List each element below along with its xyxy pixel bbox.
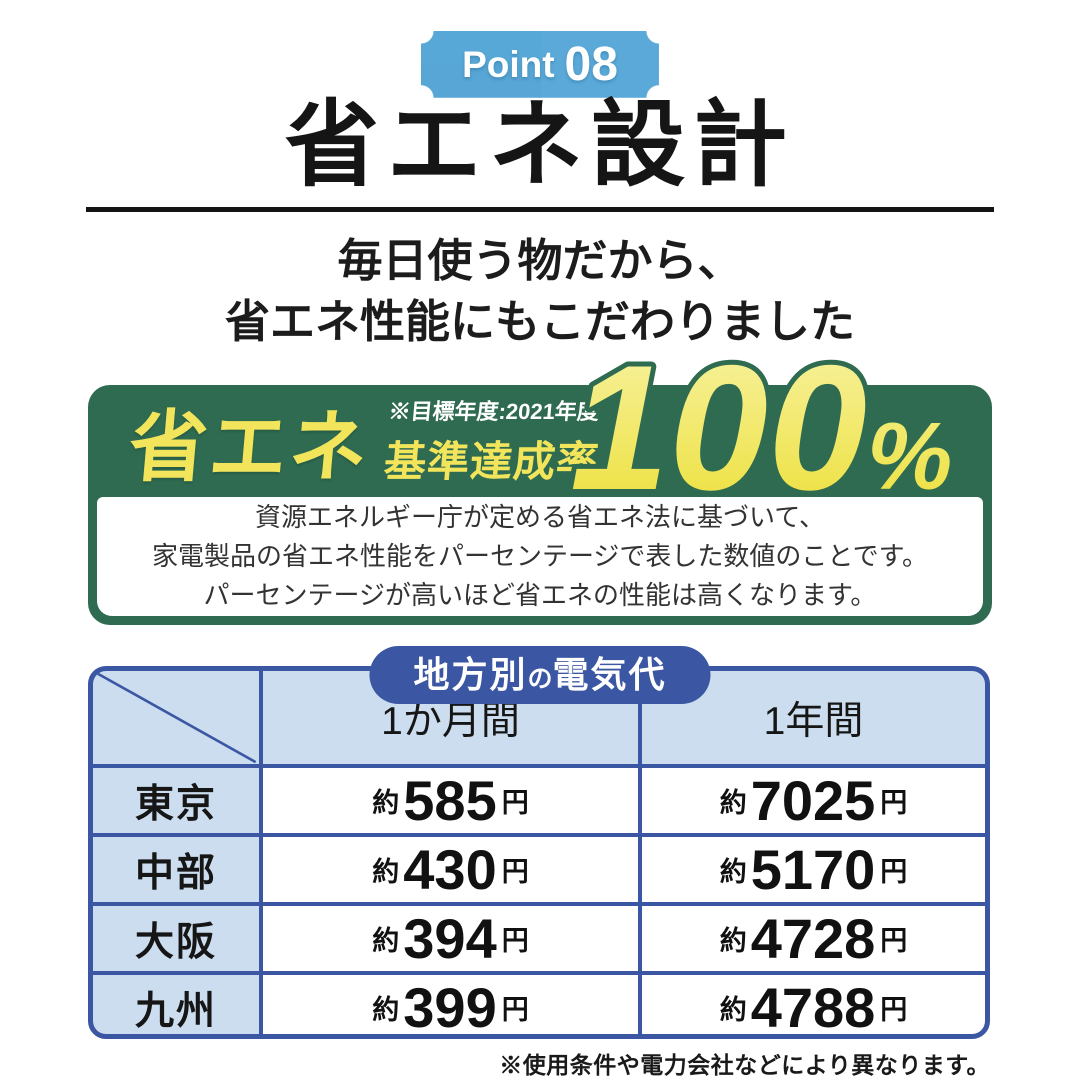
region-label-chubu: 中部 [93, 837, 259, 902]
approx-label: 約 [372, 995, 400, 1025]
osaka-yearly-cost: 約 4728 円 [642, 906, 985, 971]
approx-label: 約 [719, 926, 747, 956]
point-badge: Point 08 [421, 31, 659, 98]
approx-label: 約 [372, 857, 400, 887]
yen-label: 円 [501, 926, 529, 956]
hundred-percent-figure: 100% [565, 323, 957, 532]
energy-description-line3: パーセンテージが高いほど省エネの性能は高くなります。 [203, 580, 877, 610]
point-badge-number: 08 [564, 38, 618, 91]
yen-label: 円 [880, 788, 908, 818]
page-title: 省エネ設計 [284, 92, 795, 197]
approx-label: 約 [372, 926, 400, 956]
title-divider [86, 207, 994, 212]
energy-description-line2: 家電製品の省エネ性能をパーセンテージで表した数値のことです。 [151, 541, 929, 571]
table-corner-cell [93, 671, 259, 764]
region-label-kyushu: 九州 [93, 975, 259, 1034]
energy-rating-banner: 省エネ ※目標年度:2021年度 基準達成率 100% 資源エネルギー庁が定める… [88, 323, 992, 625]
subtitle-line2: 省エネ性能にもこだわりました [224, 296, 855, 347]
tokyo-monthly-cost: 約 585 円 [263, 768, 638, 833]
energy-description-box: 資源エネルギー庁が定める省エネ法に基づいて、 家電製品の省エネ性能をパーセンテー… [97, 497, 983, 616]
table-title-part-a: 地方別 [413, 654, 528, 695]
cost-value: 430 [403, 838, 497, 901]
cost-value: 4788 [750, 976, 876, 1039]
yen-label: 円 [501, 857, 529, 887]
chubu-yearly-cost: 約 5170 円 [642, 837, 985, 902]
energy-banner-header: 省エネ ※目標年度:2021年度 基準達成率 100% [88, 323, 992, 532]
point-badge-container: Point 08 [0, 31, 1080, 98]
energy-headline: 省エネ [125, 403, 374, 491]
cost-value: 7025 [750, 769, 876, 832]
footnote: ※使用条件や電力会社などにより異なります。 [499, 1052, 990, 1078]
yen-label: 円 [880, 995, 908, 1025]
approx-label: 約 [372, 788, 400, 818]
cost-value: 394 [403, 907, 497, 970]
approx-label: 約 [719, 857, 747, 887]
table-title-pill: 地方別 の 電気代 [369, 646, 711, 704]
cost-value: 4728 [750, 907, 876, 970]
cost-value: 399 [403, 976, 497, 1039]
approx-label: 約 [719, 995, 747, 1025]
table-title-particle: の [527, 665, 553, 693]
yen-label: 円 [880, 857, 908, 887]
kyushu-yearly-cost: 約 4788 円 [642, 975, 985, 1039]
cost-value: 585 [403, 769, 497, 832]
diagonal-divider [93, 671, 259, 764]
percent-sign: % [867, 403, 952, 510]
chubu-monthly-cost: 約 430 円 [263, 837, 638, 902]
table-title-part-b: 電気代 [552, 654, 667, 695]
region-label-osaka: 大阪 [93, 906, 259, 971]
energy-description-line1: 資源エネルギー庁が定める省エネ法に基づいて、 [255, 502, 825, 532]
subtitle-line1: 毎日使う物だから、 [337, 235, 743, 286]
approx-label: 約 [719, 788, 747, 818]
subtitle: 毎日使う物だから、 省エネ性能にもこだわりました [0, 230, 1080, 352]
osaka-monthly-cost: 約 394 円 [263, 906, 638, 971]
kyushu-monthly-cost: 約 399 円 [263, 975, 638, 1039]
point-badge-label: Point [462, 43, 555, 85]
electricity-cost-table: 1か月間 1年間 東京 約 585 円 約 7025 円 中部 約 430 円 約 5170 円… [88, 666, 990, 1039]
yen-label: 円 [501, 788, 529, 818]
tokyo-yearly-cost: 約 7025 円 [642, 768, 985, 833]
cost-value: 5170 [750, 838, 876, 901]
region-label-tokyo: 東京 [93, 768, 259, 833]
yen-label: 円 [501, 995, 529, 1025]
svg-text:100%: 100% [570, 328, 952, 527]
yen-label: 円 [880, 926, 908, 956]
